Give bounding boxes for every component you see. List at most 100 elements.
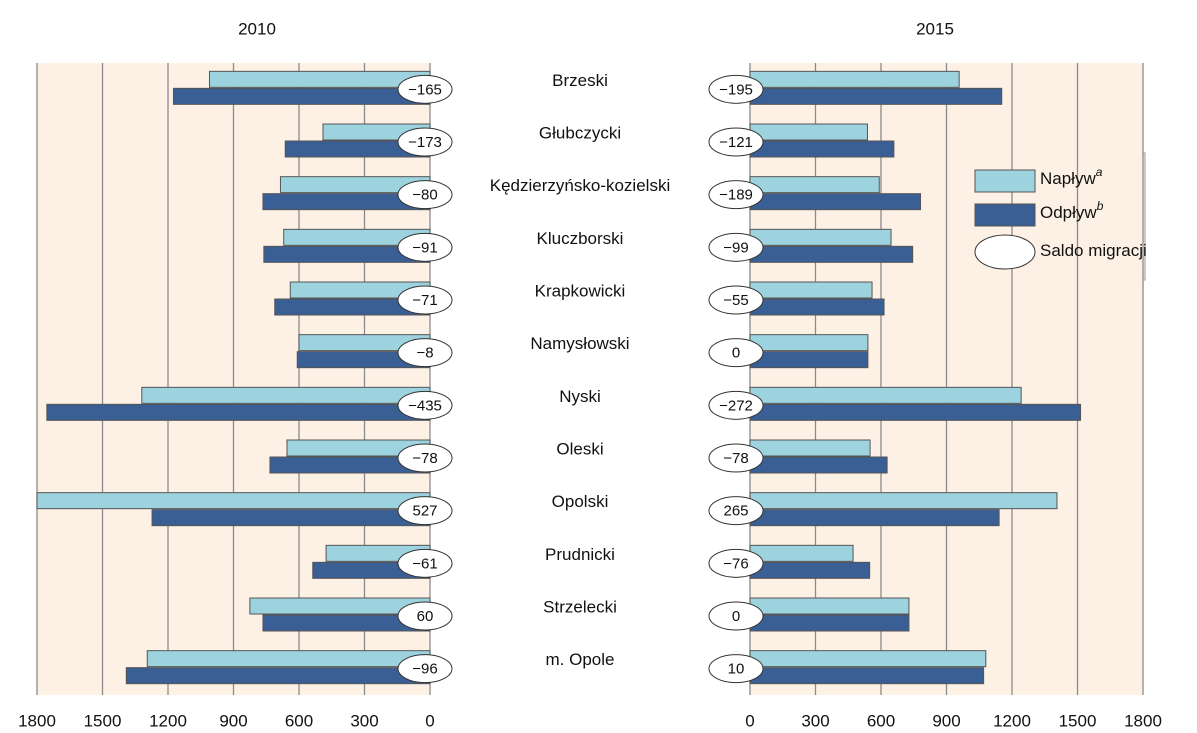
data-label: −78 [412,450,437,467]
x-tick-label: 1200 [149,711,187,730]
bar [749,561,871,579]
x-tick-label: 1800 [1124,711,1162,730]
bar [749,298,885,316]
data-label: 10 [728,661,745,678]
saldo-marker [708,232,764,262]
bar [749,667,985,685]
bar [141,386,431,404]
bar [749,281,873,299]
bar [749,439,871,457]
data-label: −78 [723,450,748,467]
saldo-marker [708,443,764,473]
x-tick-label: 1800 [18,711,56,730]
bar [749,403,1082,421]
bar [749,650,987,668]
x-tick-label: 600 [285,711,313,730]
bar [749,87,1003,105]
bar [36,492,431,510]
legend-name: Napływ [1040,169,1096,188]
data-label: −165 [408,81,442,98]
bar [749,614,910,632]
saldo-marker [397,390,453,420]
legend-swatch [974,203,1036,227]
bar [749,492,1058,510]
category-label: Prudnicki [545,545,615,564]
bar [749,176,880,194]
legend-label: Odpływb [1040,199,1104,222]
data-label: −272 [719,397,753,414]
saldo-marker [397,548,453,578]
data-label: −76 [723,555,748,572]
data-label: −173 [408,134,442,151]
data-label: 0 [732,345,740,362]
data-label: −80 [412,187,437,204]
saldo-marker [708,338,764,368]
legend-label: Saldo migracji [1040,241,1147,260]
data-label: −195 [719,81,753,98]
bar [172,87,431,105]
bar [749,140,895,158]
saldo-marker [708,390,764,420]
saldo-marker [708,496,764,526]
category-label: Strzelecki [543,597,617,616]
saldo-marker [397,127,453,157]
saldo-marker [708,127,764,157]
data-label: −121 [719,134,753,151]
bar [749,544,854,562]
data-label: −8 [416,345,433,362]
saldo-marker [397,338,453,368]
saldo-marker [708,654,764,684]
data-label: −99 [723,239,748,256]
data-label: −71 [412,292,437,309]
category-label: Opolski [552,492,609,511]
x-tick-label: 900 [219,711,247,730]
saldo-marker [397,74,453,104]
x-tick-label: 1500 [84,711,122,730]
data-label: −61 [412,555,437,572]
bar [46,403,431,421]
data-label: 527 [412,503,437,520]
bar [749,456,888,474]
data-label: −189 [719,187,753,204]
category-label: Kluczborski [537,229,624,248]
bar [208,70,431,88]
saldo-marker [708,285,764,315]
data-label: −96 [412,661,437,678]
legend-swatch [974,169,1036,193]
legend-swatch [974,234,1036,270]
category-label: m. Opole [546,650,615,669]
bar [749,245,914,263]
x-tick-label: 300 [801,711,829,730]
saldo-marker [397,496,453,526]
category-label: Namysłowski [530,334,629,353]
saldo-marker [708,74,764,104]
saldo-marker [397,654,453,684]
bar [749,228,892,246]
bar [749,509,1000,527]
x-tick-label: 0 [425,711,434,730]
saldo-marker [397,601,453,631]
legend-note: a [1096,165,1103,179]
category-label: Oleski [556,439,603,458]
x-tick-label: 1500 [1059,711,1097,730]
bar [749,386,1022,404]
data-label: −55 [723,292,748,309]
legend-name: Saldo migracji [1040,241,1147,260]
chart-title: 2015 [916,19,954,38]
x-tick-label: 300 [350,711,378,730]
bar [749,193,922,211]
bar [749,597,910,615]
data-label: −91 [412,239,437,256]
x-tick-label: 600 [867,711,895,730]
bar [146,650,431,668]
data-label: 265 [723,503,748,520]
x-tick-label: 1200 [993,711,1031,730]
category-label: Kędzierzyńsko-kozielski [490,176,670,195]
chart-title: 2010 [238,19,276,38]
x-tick-label: 0 [745,711,754,730]
saldo-marker [708,180,764,210]
legend-name: Odpływ [1040,203,1097,222]
x-tick-label: 900 [932,711,960,730]
data-label: −435 [408,397,442,414]
